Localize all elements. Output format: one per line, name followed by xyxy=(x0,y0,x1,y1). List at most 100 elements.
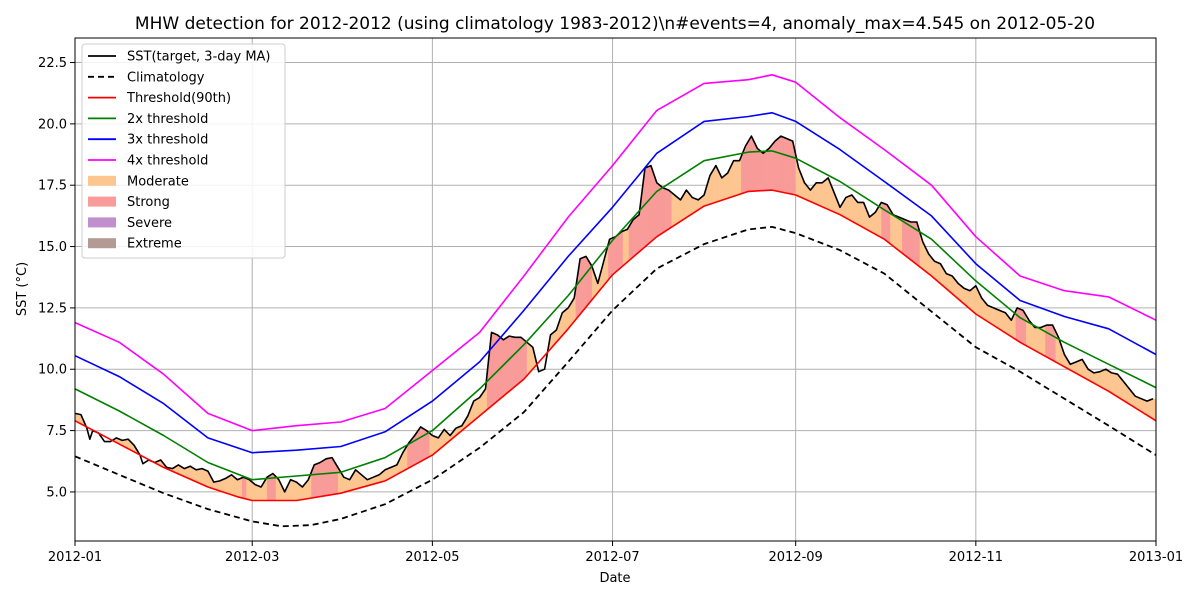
event-fill-segment xyxy=(720,176,723,201)
x-axis-ticks: 2012-01 2012-03 2012-05 2012-07 2012-09 2012-… xyxy=(48,541,1183,565)
event-fill-segment xyxy=(774,140,777,191)
event-fill-segment xyxy=(642,185,644,249)
event-fill-segment xyxy=(222,479,225,493)
event-fill-segment xyxy=(690,196,693,215)
event-fill-segment xyxy=(863,204,866,229)
event-fill-segment xyxy=(349,478,352,491)
event-fill-segment xyxy=(1129,389,1132,405)
event-fill-segment xyxy=(525,341,528,377)
event-fill-segment xyxy=(504,338,507,395)
event-fill-segment xyxy=(218,481,221,491)
event-fill-segment xyxy=(715,167,718,202)
event-fill-segment xyxy=(348,479,350,491)
event-fill-segment xyxy=(1117,375,1120,398)
plot-frame xyxy=(74,37,1157,542)
event-fill-segment xyxy=(823,180,826,208)
event-fill-segment xyxy=(785,138,788,194)
event-fill-segment xyxy=(628,225,631,261)
event-fill-segment xyxy=(621,231,624,267)
event-fill-segment xyxy=(630,223,633,259)
event-fill-segment xyxy=(435,437,438,453)
event-fill-segment xyxy=(1062,352,1065,367)
event-fill-segment xyxy=(129,441,132,450)
x-tick-label: 2012-09 xyxy=(769,550,823,565)
y-tick-label: 15.0 xyxy=(38,240,67,255)
event-fill-segment xyxy=(342,475,345,493)
event-fill-segment xyxy=(495,334,498,402)
event-fill-segment xyxy=(1123,382,1126,401)
event-fill-segment xyxy=(622,230,625,266)
event-fill-segment xyxy=(978,293,981,317)
event-fill-segment xyxy=(919,234,922,268)
event-fill-segment xyxy=(262,483,265,501)
event-fill-segment xyxy=(466,417,469,427)
event-fill-segment xyxy=(876,208,879,236)
event-fill-segment xyxy=(182,468,185,477)
event-fill-segment xyxy=(423,429,426,460)
event-fill-segment xyxy=(1089,370,1092,382)
legend-label: 3x threshold xyxy=(127,133,208,148)
event-fill-segment xyxy=(134,446,136,453)
event-fill-segment xyxy=(801,177,804,198)
event-fill-segment xyxy=(1042,326,1045,355)
event-fill-segment xyxy=(199,469,201,484)
event-fill-segment xyxy=(615,236,618,272)
event-fill-segment xyxy=(559,319,562,338)
event-fill-segment xyxy=(317,463,319,497)
event-fill-segment xyxy=(683,193,686,220)
x-tick-label: 2012-01 xyxy=(48,550,102,565)
event-fill-segment xyxy=(738,160,740,195)
event-fill-segment xyxy=(904,219,907,256)
series-line-4 xyxy=(74,112,1157,454)
event-fill-segment xyxy=(172,468,175,472)
event-fill-segment xyxy=(380,472,383,482)
event-fill-segment xyxy=(482,392,485,413)
event-fill-segment xyxy=(990,306,993,324)
event-fill-segment xyxy=(1111,373,1114,394)
event-fill-segment xyxy=(379,474,381,483)
event-fill-segment xyxy=(997,310,1000,329)
event-fill-segment xyxy=(1153,398,1155,420)
event-fill-segment xyxy=(444,430,446,445)
event-fill-segment xyxy=(314,464,317,498)
event-fill-segment xyxy=(300,486,303,500)
event-fill-segment xyxy=(723,176,726,200)
event-fill-segment xyxy=(246,478,249,500)
event-fill-segment xyxy=(336,466,339,494)
event-fill-segment xyxy=(306,480,309,499)
event-fill-segment xyxy=(662,187,665,233)
event-fill-segment xyxy=(896,216,898,249)
event-fill-segment xyxy=(965,289,968,306)
legend-label: Climatology xyxy=(127,70,205,85)
event-fill-segment xyxy=(293,481,296,501)
event-fill-segment xyxy=(808,189,811,202)
event-fill-segment xyxy=(287,484,290,501)
event-fill-segment xyxy=(311,470,314,498)
event-fill-segment xyxy=(1012,315,1015,339)
event-fill-segment xyxy=(367,479,370,486)
event-fill-segment xyxy=(897,216,900,251)
event-fill-segment xyxy=(331,458,334,495)
event-fill-segment xyxy=(842,201,845,217)
event-fill-segment xyxy=(766,150,768,191)
event-fill-segment xyxy=(1046,325,1049,358)
event-fill-segment xyxy=(859,202,861,226)
event-fill-segment xyxy=(616,234,619,271)
event-fill-segment xyxy=(447,433,449,443)
event-fill-segment xyxy=(393,465,396,476)
event-fill-segment xyxy=(670,191,672,228)
event-fill-segment xyxy=(461,424,464,430)
event-fill-segment xyxy=(577,273,579,318)
event-fill-segment xyxy=(534,356,537,367)
event-fill-segment xyxy=(75,413,77,422)
event-fill-segment xyxy=(792,144,795,195)
event-fill-segment xyxy=(160,460,163,467)
event-fill-segment xyxy=(272,474,275,501)
event-fill-segment xyxy=(727,171,730,198)
event-fill-segment xyxy=(187,467,190,479)
event-fill-segment xyxy=(767,149,770,191)
event-fill-segment xyxy=(506,337,508,394)
event-fill-segment xyxy=(1045,325,1048,357)
event-fill-segment xyxy=(764,151,767,191)
event-fill-segment xyxy=(1093,372,1096,384)
